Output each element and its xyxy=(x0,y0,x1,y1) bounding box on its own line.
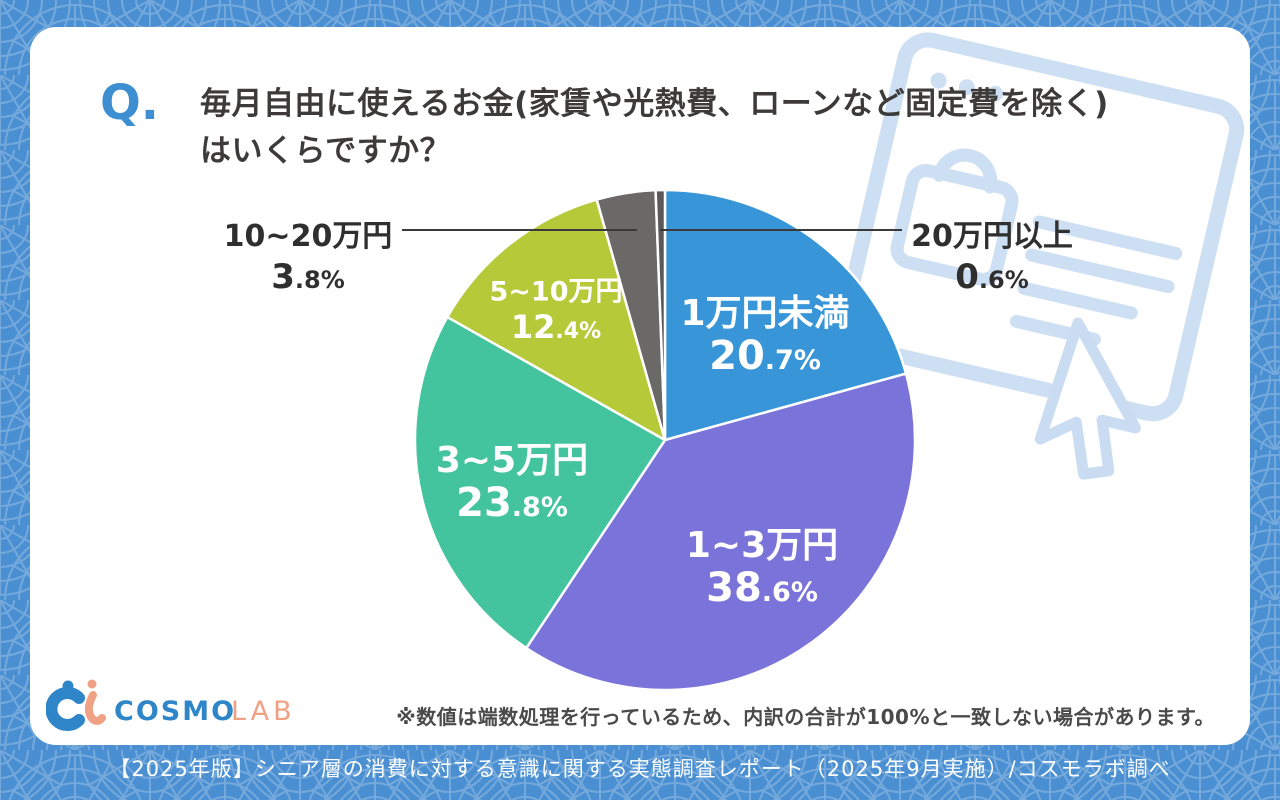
percent-sub: .4% xyxy=(555,319,602,344)
logo-mark-icon xyxy=(46,679,106,731)
percent-sub: .8% xyxy=(294,266,345,294)
pie-slice-5 xyxy=(654,188,667,442)
pie-slice-3 xyxy=(446,198,667,442)
leader-line-right xyxy=(660,229,902,231)
question-mark-label: Q. xyxy=(100,75,160,131)
report-footer: 【2025年版】シニア層の消費に対する意識に関する実態調査レポート（2025年9… xyxy=(109,757,1171,781)
pie-slice-0 xyxy=(663,188,908,442)
question-title-line2: はいくらですか？ xyxy=(200,133,452,169)
rounding-footnote: ※数値は端数処理を行っているため、内訳の合計が100%と一致しない場合があります… xyxy=(396,705,1215,729)
slice-label-50k-100k: 5~10万円 xyxy=(489,276,623,308)
slice-label-10k-30k: 1~3万円 xyxy=(685,525,839,566)
cursor-arrow-icon xyxy=(1034,317,1141,480)
logo-brand-text: COSMO xyxy=(114,696,236,727)
percent-main: 12 xyxy=(510,308,556,346)
slice-callout-over-200k: 20万円以上 0.6% xyxy=(911,211,1073,297)
slice-percent-30k-50k: 23.8% xyxy=(456,480,568,526)
pie-slice-2 xyxy=(413,315,667,650)
logo-suffix-text: LAB xyxy=(231,696,296,727)
question-title-line1: 毎月自由に使えるお金(家賃や光熱費、ローンなど固定費を除く) xyxy=(200,86,1109,122)
content-card: Q. 毎月自由に使えるお金(家賃や光熱費、ローンなど固定費を除く) はいくらです… xyxy=(30,27,1250,745)
callout-label: 20万円以上 xyxy=(911,219,1073,254)
percent-sub: .7% xyxy=(764,345,821,376)
percent-main: 23 xyxy=(456,480,512,526)
callout-label: 10~20万円 xyxy=(223,219,393,254)
slice-percent-under-10k: 20.7% xyxy=(709,333,821,379)
slice-label-30k-50k: 3~5万円 xyxy=(435,440,589,481)
callout-percent: 0.6% xyxy=(911,257,1073,297)
question-title: 毎月自由に使えるお金(家賃や光熱費、ローンなど固定費を除く) はいくらですか？ xyxy=(200,81,1230,175)
pie-chart-svg xyxy=(413,188,917,692)
slice-label-under-10k: 1万円未満 xyxy=(680,293,850,334)
slice-percent-50k-100k: 12.4% xyxy=(511,308,601,346)
percent-sub: .6% xyxy=(761,577,818,608)
percent-sub: .8% xyxy=(511,492,568,523)
leader-line-left xyxy=(402,229,637,231)
cosmo-lab-logo: COSMO LAB xyxy=(46,679,296,731)
slice-callout-100k-200k: 10~20万円 3.8% xyxy=(224,211,393,297)
percent-main: 38 xyxy=(706,565,762,611)
pie-slice-1 xyxy=(525,372,917,692)
callout-percent: 3.8% xyxy=(224,257,393,297)
percent-main: 3 xyxy=(271,257,295,297)
slice-percent-10k-30k: 38.6% xyxy=(706,565,818,611)
browser-shopping-decor-icon xyxy=(836,32,1245,480)
percent-main: 20 xyxy=(709,333,765,379)
percent-sub: .6% xyxy=(978,266,1029,294)
percent-main: 0 xyxy=(955,257,979,297)
pie-chart xyxy=(410,185,920,695)
